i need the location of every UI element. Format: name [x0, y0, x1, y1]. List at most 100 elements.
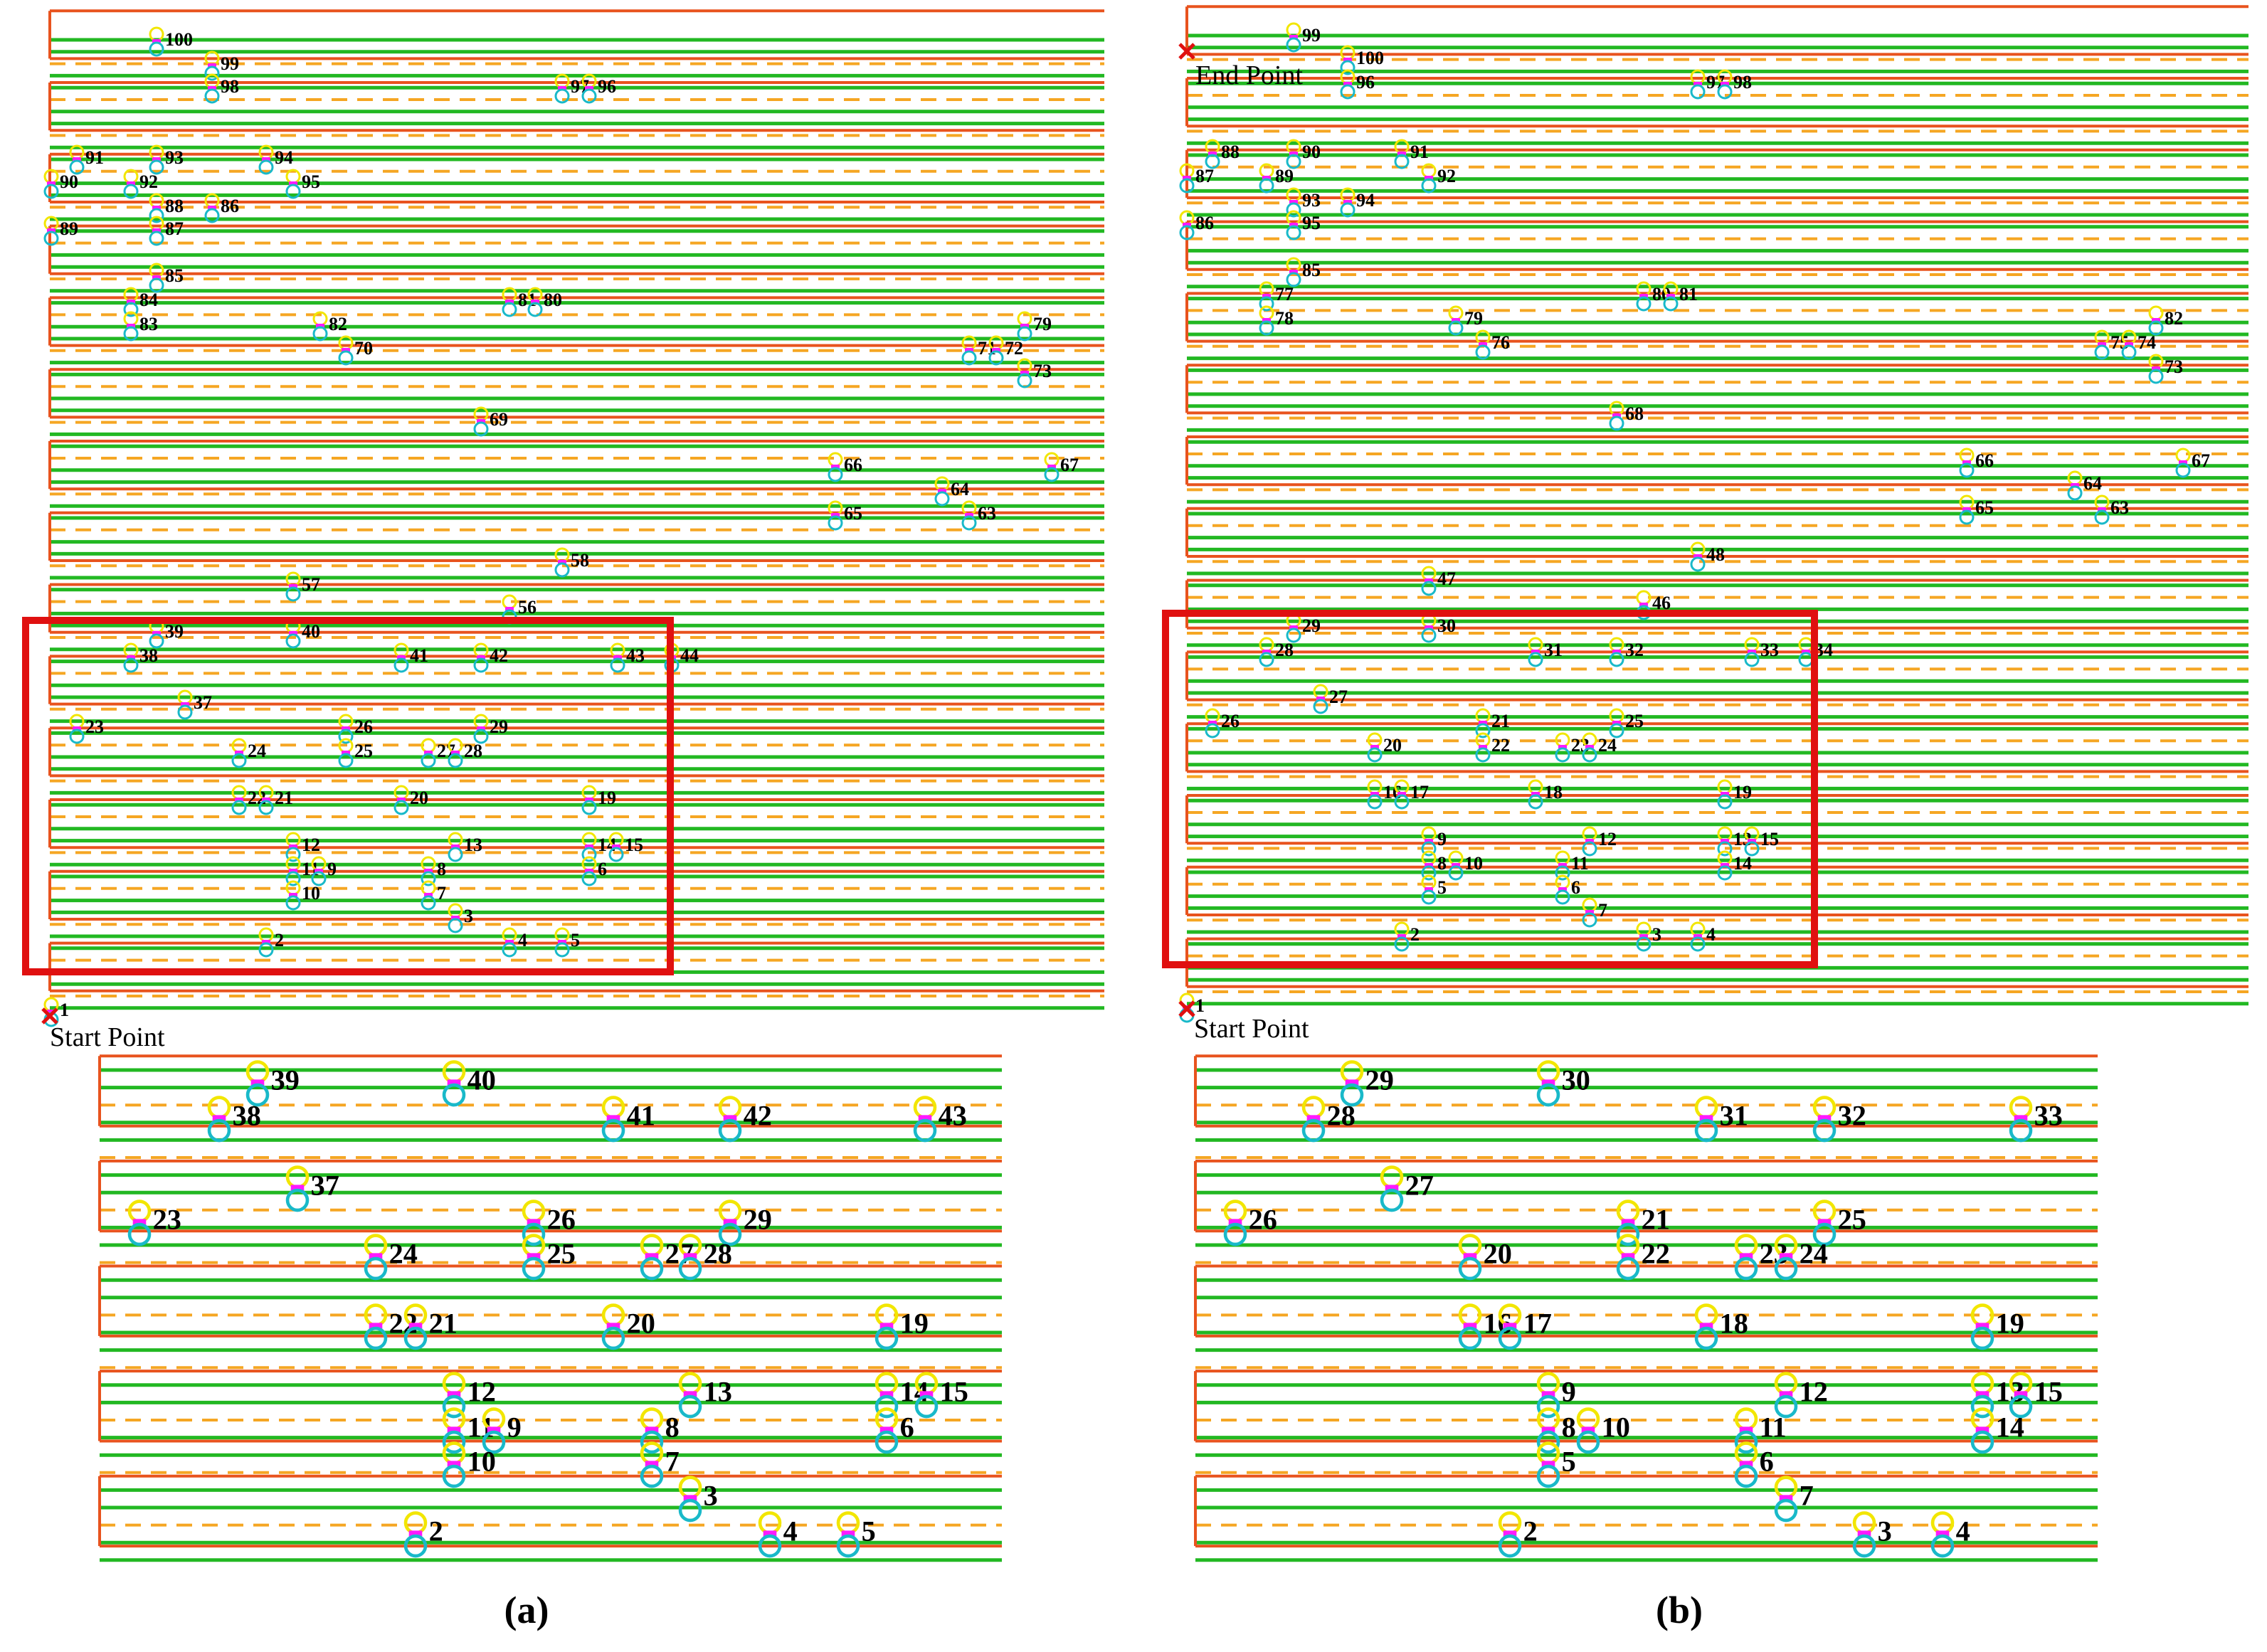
b-zoom-marker-magenta: [1817, 1115, 1832, 1122]
b-point-79: 79: [1448, 305, 1483, 336]
a-zoom-marker-magenta: [250, 1079, 265, 1086]
a-zoom-point-3: 3: [678, 1476, 718, 1523]
b-point-label: 11: [1571, 853, 1589, 874]
a-zoom-point-label: 7: [665, 1445, 680, 1477]
b-point-67: 67: [2175, 448, 2210, 478]
a-marker-cyan: [581, 871, 597, 886]
a-point-label: 15: [625, 835, 643, 855]
a-zoom-point-40: 40: [442, 1060, 496, 1107]
a-point-label: 82: [329, 314, 347, 334]
a-point-24: 24: [231, 738, 266, 768]
a-point-label: 42: [490, 645, 508, 666]
a-marker-magenta: [613, 655, 622, 660]
a-marker-cyan: [1017, 373, 1032, 388]
a-zoom-point-label: 43: [939, 1099, 967, 1131]
a-point-98: 98: [204, 73, 239, 104]
b-marker-cyan: [1717, 794, 1733, 810]
b-point-91: 91: [1394, 139, 1429, 169]
a-main-path: [48, 9, 1104, 992]
b-marker-magenta: [1721, 792, 1729, 796]
a-zoom-marker-magenta: [645, 1253, 659, 1260]
b-zoom-point-label: 5: [1562, 1445, 1576, 1477]
b-marker-cyan: [1582, 747, 1597, 763]
b-marker-cyan: [2148, 320, 2164, 336]
a-point-81: 81: [502, 287, 537, 317]
a-point-label: 23: [85, 716, 104, 737]
a-point-38: 38: [123, 642, 158, 673]
a-zoom-point-8: 8: [640, 1407, 680, 1454]
a-marker-magenta: [342, 348, 350, 352]
a-marker-cyan: [285, 895, 301, 911]
b-point-10: 10: [1448, 850, 1483, 881]
a-marker-magenta: [558, 940, 566, 944]
b-marker-cyan: [1313, 699, 1328, 714]
b-point-9: 9: [1421, 826, 1447, 857]
b-point-label: 96: [1356, 72, 1375, 92]
b-zoom-point-31: 31: [1694, 1096, 1748, 1143]
b-marker-magenta: [1693, 554, 1702, 558]
a-zoom-lines: [100, 1068, 1002, 1562]
a-point-89: 89: [43, 216, 78, 246]
a-point-99: 99: [204, 51, 239, 81]
b-marker-cyan: [1286, 225, 1301, 240]
a-point-28: 28: [448, 738, 482, 768]
b-marker-magenta: [1693, 82, 1702, 86]
b-marker-yellow: [1555, 874, 1570, 890]
b-point-label: 100: [1356, 48, 1384, 68]
b-marker-magenta: [1262, 294, 1271, 298]
b-zoom-marker-magenta: [1699, 1115, 1713, 1122]
b-marker-magenta: [1721, 839, 1729, 843]
b-marker-magenta: [1289, 152, 1298, 156]
b-marker-magenta: [1289, 35, 1298, 39]
b-marker-cyan: [1528, 794, 1543, 810]
b-point-label: 9: [1437, 829, 1447, 849]
a-point-72: 72: [988, 335, 1023, 366]
a-marker-magenta: [289, 584, 297, 588]
a-point-label: 25: [354, 741, 373, 761]
a-point-label: 83: [139, 314, 158, 334]
b-marker-cyan: [1959, 462, 1975, 478]
b-marker-yellow: [1448, 850, 1464, 866]
a-marker-cyan: [421, 895, 436, 911]
b-point-label: 29: [1302, 615, 1321, 636]
b-marker-magenta: [1183, 176, 1191, 180]
a-zoom-marker-magenta: [723, 1219, 737, 1226]
a-zoom-point-9: 9: [482, 1407, 522, 1454]
a-zoom-point-4: 4: [758, 1511, 798, 1558]
a-marker-magenta: [289, 844, 297, 849]
b-point-95: 95: [1286, 210, 1321, 240]
a-marker-cyan: [502, 302, 517, 317]
b-zoom-marker-magenta: [1541, 1079, 1555, 1086]
b-zoom-point-label: 22: [1642, 1237, 1670, 1269]
b-zoom-point-label: 30: [1562, 1064, 1590, 1096]
b-marker-magenta: [1262, 318, 1271, 322]
b-point-33: 33: [1744, 637, 1779, 667]
b-zoom-marker-cyan: [1380, 1188, 1404, 1212]
b-point-label: 2: [1410, 924, 1420, 945]
b-point-label: 76: [1491, 332, 1510, 353]
a-zoom-marker-cyan: [640, 1256, 664, 1281]
b-point-label: 65: [1975, 497, 1994, 518]
b-zoom-point-label: 3: [1878, 1515, 1892, 1547]
b-marker-cyan: [1609, 723, 1624, 738]
a-point-label: 84: [139, 290, 158, 310]
a-zoom-marker-yellow: [836, 1511, 860, 1535]
a-point-label: 29: [490, 716, 508, 737]
b-point-29: 29: [1286, 613, 1321, 643]
a-zoom-point-label: 13: [704, 1375, 732, 1407]
a-point-label: 73: [1033, 361, 1052, 381]
b-zoom-point-7: 7: [1774, 1476, 1814, 1523]
a-point-label: 90: [60, 171, 78, 192]
a-marker-cyan: [43, 184, 59, 199]
b-zoom-point-8: 8: [1536, 1407, 1576, 1454]
a-marker-magenta: [505, 940, 514, 944]
b-point-label: 8: [1437, 853, 1447, 874]
b-zoom-point-9: 9: [1536, 1372, 1576, 1419]
a-zoom-point-26: 26: [522, 1200, 576, 1246]
b-zoom-point-27: 27: [1380, 1165, 1434, 1212]
b-zoom-marker-cyan: [1536, 1083, 1560, 1107]
b-marker-cyan: [1179, 178, 1195, 194]
a-marker-cyan: [204, 65, 220, 81]
a-zoom-point-label: 26: [547, 1203, 576, 1235]
